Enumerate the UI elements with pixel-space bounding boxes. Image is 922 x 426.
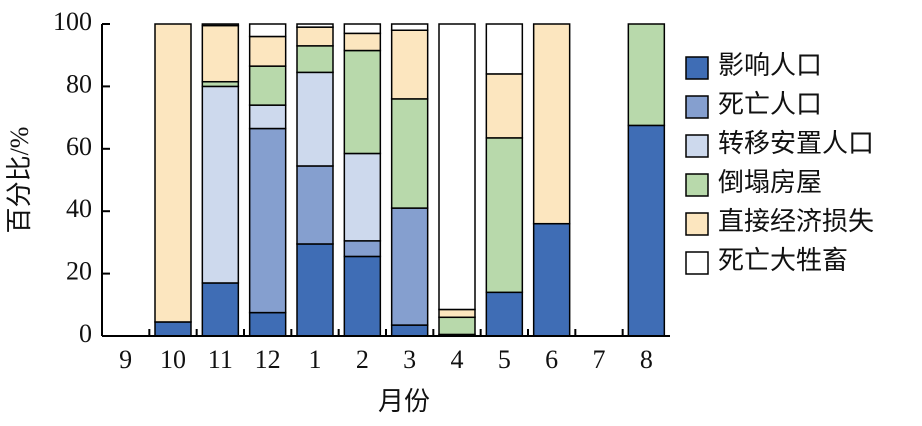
legend-label: 转移安置人口 [718, 129, 874, 158]
bar-segment [390, 23, 429, 31]
x-tick-label: 9 [119, 345, 132, 374]
x-tick-label: 7 [593, 345, 606, 374]
bar-segment [296, 71, 334, 167]
legend-swatch [685, 95, 709, 119]
y-tick-label: 100 [53, 7, 92, 36]
bar-segment [248, 311, 287, 337]
bar-segment [438, 308, 476, 319]
bar-segment [296, 243, 334, 337]
bar-segment [390, 207, 429, 326]
bar-segment [390, 98, 429, 209]
bar-segment [201, 24, 240, 83]
bar-segment [343, 49, 382, 155]
x-tick-label: 2 [356, 345, 369, 374]
y-tick-label: 80 [66, 69, 92, 98]
legend-swatch [685, 251, 709, 275]
y-tick-label: 40 [66, 194, 92, 223]
bar-segment [248, 65, 287, 106]
legend-swatch [685, 173, 709, 197]
bar-segment [438, 316, 476, 336]
bar-segment [154, 23, 192, 323]
bar-segment [248, 23, 287, 38]
legend-label: 死亡人口 [718, 90, 822, 119]
bar-segment [296, 45, 334, 74]
bar-segment [627, 23, 666, 127]
legend-swatch [685, 212, 709, 236]
x-tick-label: 4 [451, 345, 464, 374]
x-tick-label: 11 [208, 345, 233, 374]
x-tick-label: 3 [403, 345, 416, 374]
bar-segment [248, 127, 287, 314]
legend-swatch [685, 56, 709, 80]
legend-label: 影响人口 [718, 51, 822, 80]
bar-segment [201, 85, 240, 284]
y-axis-label: 百分比/% [5, 127, 34, 234]
x-tick-label: 5 [498, 345, 511, 374]
bar-segment [343, 32, 382, 52]
x-tick-label: 8 [640, 345, 653, 374]
bar-segment [390, 324, 429, 337]
bar-segment [485, 73, 524, 139]
bar-segment [201, 282, 240, 337]
bar-segment [627, 124, 666, 337]
x-tick-label: 12 [255, 345, 281, 374]
bar-segment [201, 23, 240, 27]
y-tick-label: 20 [66, 257, 92, 286]
legend-swatch [685, 134, 709, 158]
bar-segment [485, 137, 524, 294]
bar-segment [343, 255, 382, 337]
legend-label: 倒塌房屋 [718, 168, 822, 197]
bar-segment [248, 104, 287, 130]
bar-segment [485, 23, 524, 75]
bar-segment [532, 222, 571, 337]
x-tick-label: 6 [545, 345, 558, 374]
bar-segment [485, 291, 524, 337]
bar-segment [532, 23, 571, 225]
bar-segment [248, 35, 287, 67]
bar-segment [296, 26, 334, 47]
bar-segment [343, 240, 382, 258]
bar-segment [390, 29, 429, 100]
bar-segment [438, 23, 476, 311]
x-tick-label: 10 [160, 345, 186, 374]
bar-segment [154, 321, 192, 337]
y-tick-label: 60 [66, 132, 92, 161]
x-axis-label: 月份 [378, 387, 430, 416]
y-tick-label: 0 [79, 319, 92, 348]
bar-segment [296, 165, 334, 245]
legend-label: 直接经济损失 [718, 207, 874, 236]
bar-segment [343, 23, 382, 35]
bar-segment [343, 152, 382, 242]
x-tick-label: 1 [309, 345, 322, 374]
bar-segment [296, 23, 334, 28]
legend-label: 死亡大牲畜 [718, 246, 848, 275]
